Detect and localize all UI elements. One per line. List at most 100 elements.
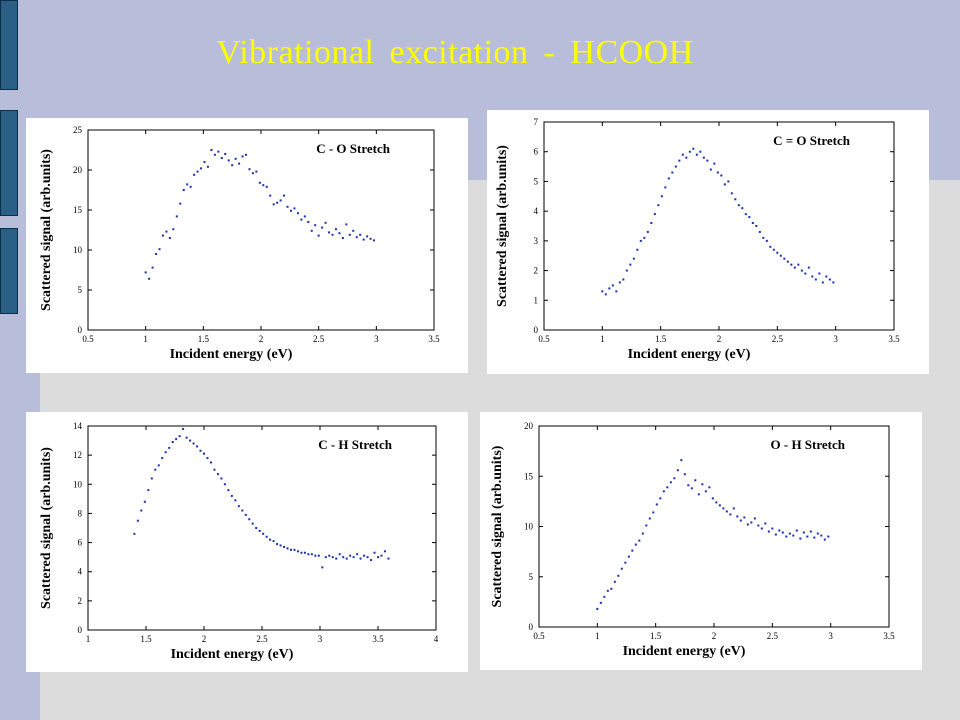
data-point <box>676 469 679 472</box>
plot-frame <box>87 425 437 631</box>
y-tick-label: 0 <box>529 622 534 632</box>
data-point <box>695 153 698 156</box>
data-point <box>196 170 199 173</box>
data-point <box>328 231 331 234</box>
data-point <box>821 281 824 284</box>
x-axis-label: Incident energy (eV) <box>623 644 746 659</box>
data-point <box>625 269 628 272</box>
data-point <box>324 221 327 224</box>
chart-title: O - H Stretch <box>771 437 846 452</box>
data-point <box>643 236 646 239</box>
x-tick-label: 1.5 <box>655 334 667 344</box>
data-point <box>620 567 623 570</box>
data-point <box>356 553 359 556</box>
data-point <box>732 507 735 510</box>
data-point <box>248 168 251 171</box>
side-tab-2 <box>0 110 18 216</box>
data-point <box>624 561 627 564</box>
data-point <box>359 233 362 236</box>
data-point <box>809 530 812 533</box>
x-axis-label: Incident energy (eV) <box>628 347 751 362</box>
y-tick-label: 20 <box>524 421 534 431</box>
data-point <box>776 251 779 254</box>
data-point <box>213 468 216 471</box>
data-point <box>251 172 254 175</box>
data-point <box>231 164 234 167</box>
data-point <box>797 263 800 266</box>
data-point <box>366 556 369 559</box>
data-point <box>314 224 317 227</box>
x-tick-label: 4 <box>434 634 439 644</box>
data-point <box>683 473 686 476</box>
data-point <box>772 248 775 251</box>
y-tick-label: 8 <box>78 508 83 518</box>
x-tick-label: 1.5 <box>198 334 210 344</box>
data-point <box>283 194 286 197</box>
data-point <box>599 601 602 604</box>
data-point <box>617 574 620 577</box>
data-point <box>769 245 772 248</box>
data-point <box>781 531 784 534</box>
x-tick-label: 2.5 <box>772 334 784 344</box>
data-point <box>716 171 719 174</box>
data-point <box>690 487 693 490</box>
data-point <box>779 254 782 257</box>
data-point <box>755 225 758 227</box>
data-point <box>269 194 272 197</box>
data-point <box>255 170 258 173</box>
data-point <box>799 537 802 540</box>
x-axis-label: Incident energy (eV) <box>171 647 294 662</box>
data-point <box>283 545 286 548</box>
data-point <box>669 481 672 484</box>
y-tick-label: 0 <box>534 325 539 335</box>
data-point <box>650 222 653 225</box>
data-point <box>706 159 709 162</box>
data-point <box>307 221 310 223</box>
data-point <box>338 232 341 235</box>
y-tick-label: 4 <box>78 567 83 577</box>
y-tick-label: 5 <box>529 572 534 582</box>
data-point <box>220 477 223 480</box>
data-point <box>324 556 327 559</box>
data-point <box>727 180 730 183</box>
data-point <box>678 159 681 162</box>
data-point <box>718 504 721 507</box>
data-point <box>161 234 164 237</box>
plot-frame <box>538 425 890 628</box>
data-point <box>664 186 667 189</box>
data-point <box>636 248 639 251</box>
data-point <box>688 150 691 153</box>
data-point <box>251 522 254 525</box>
data-point <box>276 201 279 204</box>
data-point <box>767 530 770 533</box>
data-point <box>757 524 760 527</box>
data-point <box>352 229 355 232</box>
data-point <box>631 549 634 552</box>
data-point <box>321 566 324 569</box>
data-point <box>331 233 334 236</box>
data-point <box>148 277 151 280</box>
y-axis-label: Scattered signal (arb.units) <box>495 145 510 307</box>
data-point <box>788 532 791 535</box>
chart-o-h-stretch: 0.5 1 1.5 2 2.5 3 3.5 0 5 10 15 20 O - H Stretch Inci… <box>490 421 895 659</box>
y-axis-label: Scattered signal (arb.units) <box>39 447 54 609</box>
data-point <box>681 153 684 156</box>
data-point <box>639 239 642 242</box>
y-tick-label: 10 <box>524 522 534 532</box>
data-point <box>143 500 146 503</box>
data-point <box>613 580 616 583</box>
data-point <box>765 239 768 242</box>
data-point <box>709 168 712 171</box>
data-point <box>189 439 192 442</box>
data-point <box>220 157 223 159</box>
y-tick-label: 25 <box>73 125 83 135</box>
x-tick-label: 1.5 <box>650 631 662 641</box>
data-point <box>203 161 206 163</box>
data-point <box>674 165 677 168</box>
data-point <box>206 457 209 460</box>
data-point <box>310 553 313 556</box>
data-point <box>157 464 160 467</box>
data-point <box>811 275 814 278</box>
data-point <box>746 523 749 526</box>
data-point <box>303 551 306 554</box>
